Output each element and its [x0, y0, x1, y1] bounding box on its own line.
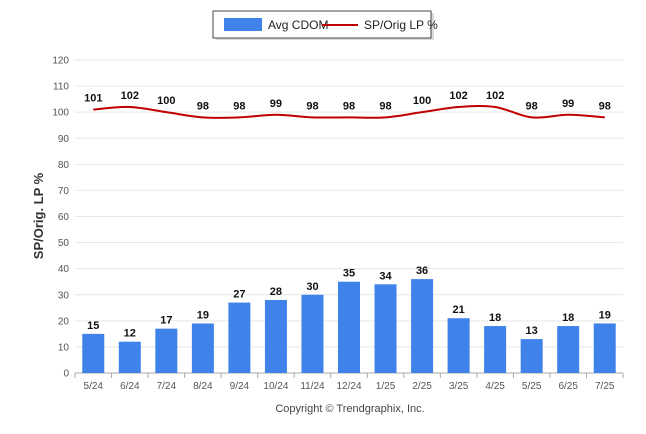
- line-value-label: 99: [270, 98, 282, 110]
- bar: [557, 326, 580, 373]
- line-series: 101 102 100 98 98 99 98 98 98 100 102 102 98 99 98: [84, 90, 611, 119]
- y-tick-label: 90: [58, 134, 70, 145]
- line-value-label: 102: [121, 90, 139, 102]
- y-axis-title: SP/Orig. LP %: [31, 172, 46, 259]
- y-tick-label: 70: [58, 186, 70, 197]
- line-value-label: 98: [526, 100, 538, 112]
- x-tick-label: 6/24: [120, 381, 140, 392]
- x-tick-label: 12/24: [336, 381, 361, 392]
- line-value-label: 102: [486, 90, 504, 102]
- y-tick-label: 10: [58, 342, 70, 353]
- y-tick-label: 60: [58, 212, 70, 223]
- bar-series: 15 12 17 19 27 28 30 35 34 36 21 18 13 18 19: [82, 265, 616, 373]
- legend: Avg CDOM SP/Orig LP %: [212, 10, 438, 40]
- bar-value-label: 30: [306, 281, 318, 293]
- bar-value-label: 18: [562, 312, 574, 324]
- bar-value-label: 12: [124, 328, 136, 340]
- x-tick-label: 7/24: [157, 381, 177, 392]
- x-tick-label: 3/25: [449, 381, 469, 392]
- line-value-label: 99: [562, 98, 574, 110]
- y-tick-label: 120: [52, 56, 69, 67]
- x-tick-label: 5/25: [522, 381, 542, 392]
- bar: [338, 281, 360, 373]
- x-tick-label: 5/24: [84, 381, 104, 392]
- bar-value-label: 21: [452, 304, 464, 316]
- legend-label-line: SP/Orig LP %: [364, 18, 438, 32]
- line-value-label: 100: [413, 95, 431, 107]
- x-tick-label: 8/24: [193, 381, 213, 392]
- bar: [301, 294, 324, 373]
- y-tick-label: 80: [58, 160, 70, 171]
- line-value-label: 102: [449, 90, 467, 102]
- bar: [411, 279, 434, 373]
- y-tick-label: 0: [63, 369, 69, 380]
- bar-value-label: 18: [489, 312, 501, 324]
- y-tick-label: 100: [52, 108, 69, 119]
- bar-value-label: 35: [343, 268, 355, 280]
- line-path: [93, 104, 605, 119]
- bar: [82, 333, 105, 373]
- legend-swatch-bar: [224, 18, 262, 31]
- line-value-label: 98: [233, 100, 245, 112]
- bar: [447, 318, 470, 373]
- line-value-label: 98: [306, 100, 318, 112]
- bar-value-label: 36: [416, 265, 428, 277]
- x-axis: 5/24 6/24 7/24 8/24 9/24 10/24 11/24 12/24 1/25 2…: [74, 373, 624, 392]
- line-value-label: 98: [197, 100, 209, 112]
- x-tick-label: 6/25: [558, 381, 578, 392]
- x-tick-label: 9/24: [230, 381, 250, 392]
- line-value-label: 98: [599, 100, 611, 112]
- y-axis: 0 10 20 30 40 50 60 70 80 90 100 110 120: [52, 56, 69, 380]
- line-value-label: 101: [84, 93, 102, 105]
- line-value-label: 98: [379, 100, 391, 112]
- x-tick-label: 10/24: [263, 381, 288, 392]
- bar-value-label: 27: [233, 289, 245, 301]
- bar: [593, 323, 616, 373]
- bar: [155, 328, 178, 373]
- x-tick-label: 2/25: [412, 381, 432, 392]
- bar-value-label: 15: [87, 320, 99, 332]
- y-tick-label: 40: [58, 264, 70, 275]
- bar-value-label: 13: [526, 325, 538, 337]
- y-tick-label: 50: [58, 238, 70, 249]
- y-tick-label: 20: [58, 316, 70, 327]
- bar: [520, 339, 543, 373]
- bar: [191, 323, 214, 373]
- bar: [228, 302, 251, 373]
- copyright-text: Copyright © Trendgraphix, Inc.: [275, 403, 424, 415]
- x-tick-label: 11/24: [300, 381, 325, 392]
- bar-value-label: 19: [599, 309, 611, 321]
- bar: [118, 341, 141, 373]
- bar-value-label: 17: [160, 315, 172, 327]
- x-tick-label: 4/25: [485, 381, 505, 392]
- legend-label-bar: Avg CDOM: [268, 18, 328, 32]
- bar-value-label: 28: [270, 286, 282, 298]
- x-tick-label: 1/25: [376, 381, 396, 392]
- bar: [374, 284, 397, 373]
- y-tick-label: 30: [58, 290, 70, 301]
- bar: [264, 299, 287, 373]
- line-value-label: 98: [343, 100, 355, 112]
- line-value-label: 100: [157, 95, 175, 107]
- bar-value-label: 34: [379, 270, 392, 282]
- bar: [484, 326, 507, 373]
- bar-value-label: 19: [197, 309, 209, 321]
- x-tick-label: 7/25: [595, 381, 615, 392]
- y-tick-label: 110: [53, 82, 69, 93]
